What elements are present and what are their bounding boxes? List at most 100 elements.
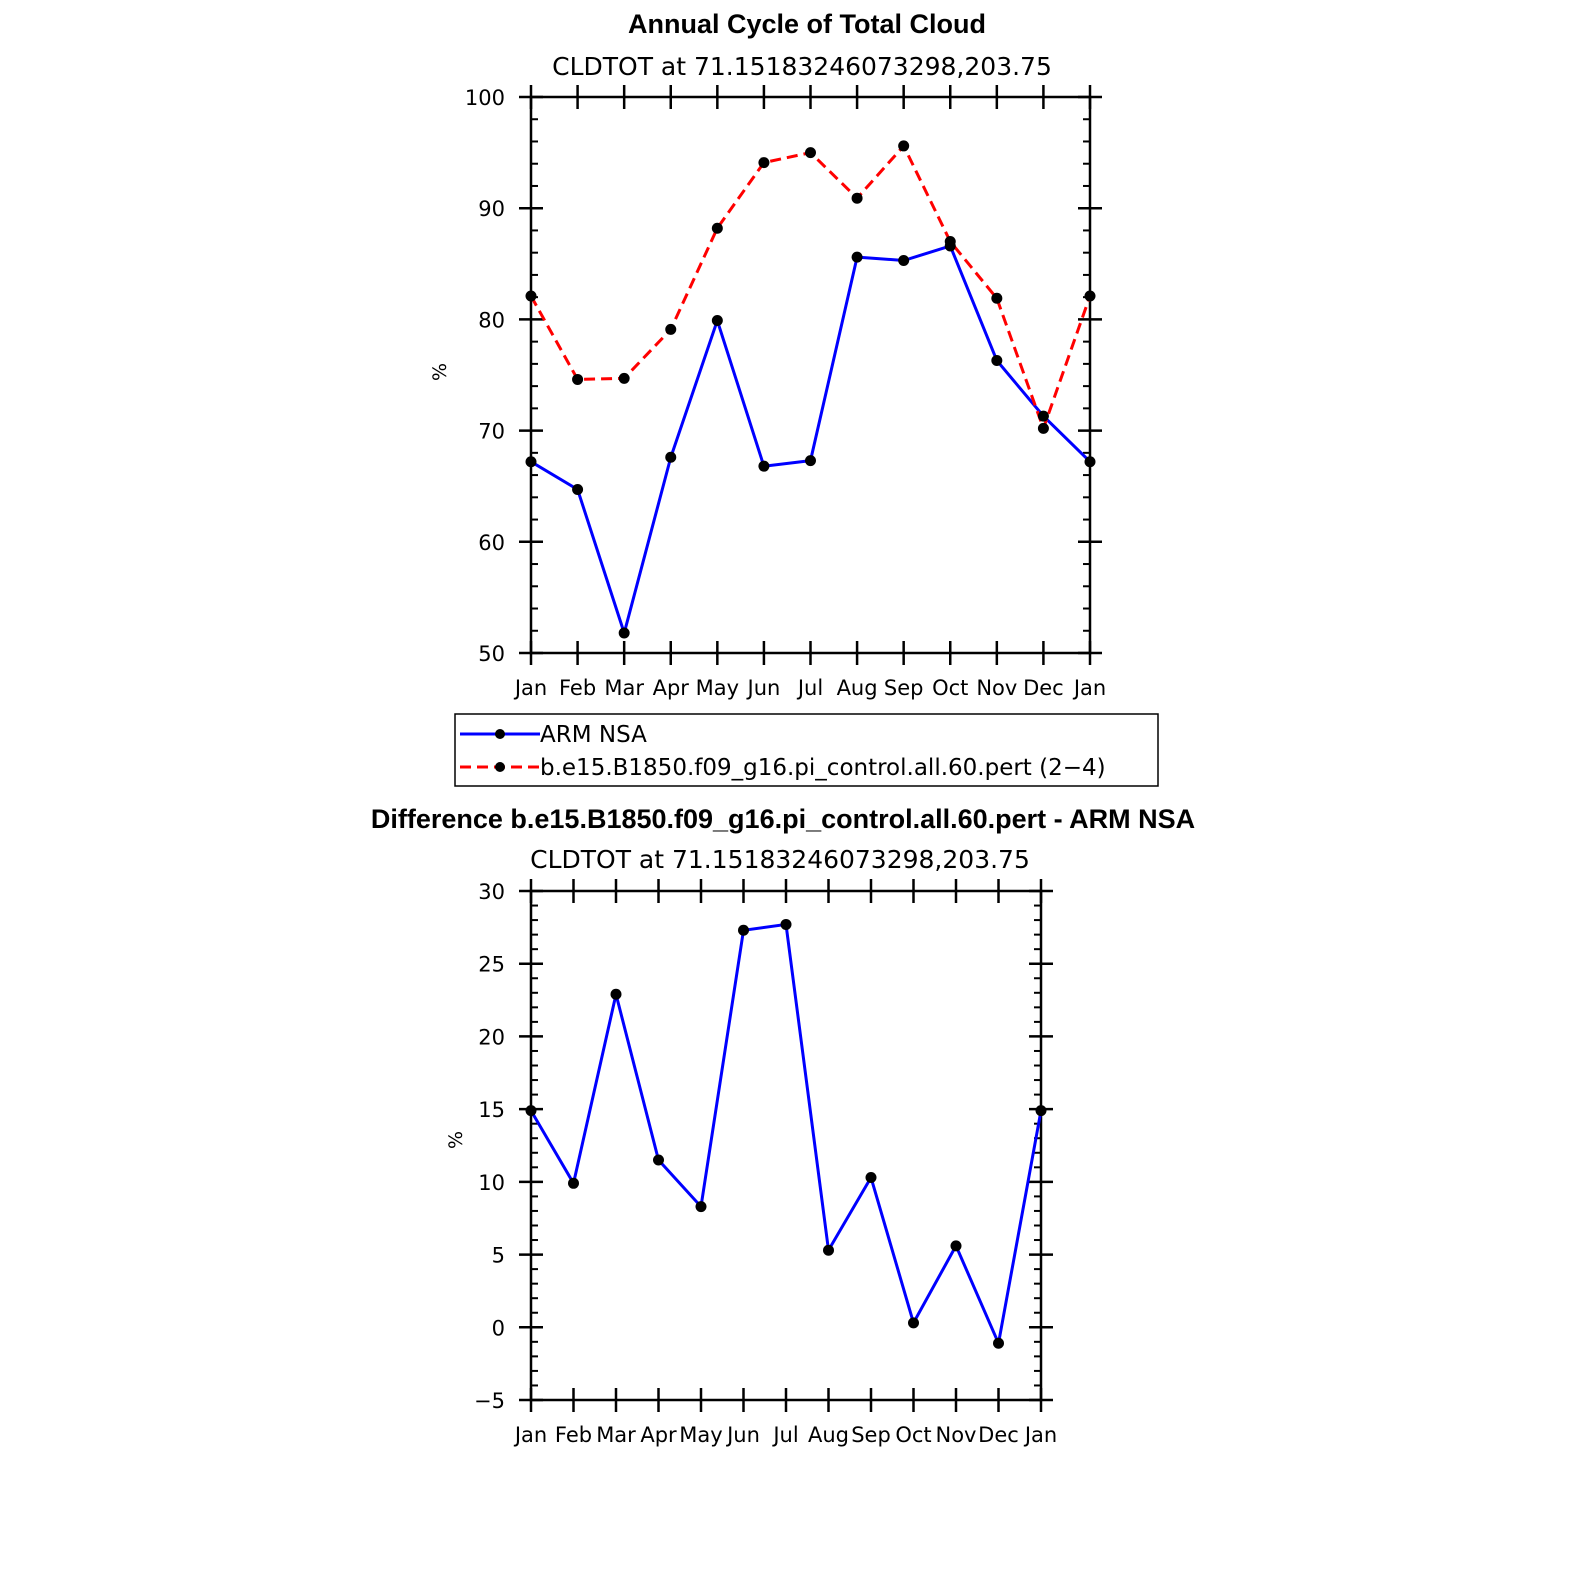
series-0-point bbox=[665, 451, 677, 463]
x-tick-label: Dec bbox=[1023, 676, 1064, 700]
x-tick-label: Jan bbox=[513, 676, 547, 700]
series-0-point bbox=[851, 251, 863, 263]
plot-frame bbox=[529, 95, 1092, 655]
x-tick-label: Nov bbox=[976, 676, 1017, 700]
series-0-point bbox=[1084, 456, 1096, 468]
series-0-point bbox=[1035, 1105, 1047, 1117]
x-tick-label: Mar bbox=[604, 676, 644, 700]
series-1-point bbox=[1084, 290, 1096, 302]
series-0-point bbox=[758, 460, 770, 472]
series-0-point bbox=[572, 484, 584, 496]
series-0-point bbox=[950, 1240, 962, 1252]
x-tick-label: Oct bbox=[932, 676, 968, 700]
y-tick-label: 5 bbox=[492, 1244, 505, 1268]
y-tick-label: 70 bbox=[478, 420, 505, 444]
chart-subtitle: CLDTOT at 71.15183246073298,203.75 bbox=[552, 52, 1052, 81]
series-line-1 bbox=[529, 143, 1092, 433]
series-0-point bbox=[711, 315, 723, 327]
x-tick-label: Jan bbox=[1072, 676, 1106, 700]
plot-frame bbox=[529, 889, 1043, 1402]
legend-label-arm-nsa: ARM NSA bbox=[540, 722, 647, 748]
x-tick-label: Apr bbox=[640, 1423, 677, 1447]
series-1-point bbox=[944, 236, 956, 248]
series-0-point bbox=[568, 1177, 579, 1189]
chart-title: Annual Cycle of Total Cloud bbox=[628, 9, 986, 39]
series-1-point bbox=[805, 147, 816, 159]
series-0-point bbox=[898, 254, 910, 266]
series-0-point bbox=[908, 1317, 919, 1329]
x-tick-label: May bbox=[696, 676, 739, 700]
chart-title: Difference b.e15.B1850.f09_g16.pi_contro… bbox=[371, 804, 1195, 834]
series-1-point bbox=[851, 192, 863, 204]
series-1-point bbox=[525, 290, 537, 302]
series-line-0 bbox=[529, 922, 1043, 1349]
legend-box bbox=[454, 713, 1159, 787]
x-tick-label: Jul bbox=[796, 676, 823, 700]
series-1-point bbox=[758, 157, 770, 169]
chart-difference: Difference b.e15.B1850.f09_g16.pi_contro… bbox=[371, 804, 1195, 1447]
series-0-point bbox=[695, 1201, 707, 1213]
legend-entry-model: b.e15.B1850.f09_g16.pi_control.all.60.pe… bbox=[460, 755, 1106, 781]
y-tick-label: 0 bbox=[492, 1316, 505, 1340]
y-tick-label: 30 bbox=[478, 880, 505, 904]
x-tick-label: Jan bbox=[513, 1423, 547, 1447]
legend-marker-model bbox=[495, 762, 505, 772]
legend: ARM NSA b.e15.B1850.f09_g16.pi_control.a… bbox=[454, 713, 1159, 787]
legend-label-model: b.e15.B1850.f09_g16.pi_control.all.60.pe… bbox=[540, 755, 1106, 781]
series-1-point bbox=[898, 140, 910, 152]
series-1-point bbox=[618, 372, 630, 384]
x-tick-label: Feb bbox=[555, 1423, 592, 1447]
series-0-point bbox=[780, 918, 792, 930]
x-tick-label: Aug bbox=[837, 676, 878, 700]
series-1-point bbox=[711, 222, 723, 234]
series-0-point bbox=[865, 1171, 877, 1183]
y-tick-label: 50 bbox=[478, 642, 505, 666]
x-tick-label: Jan bbox=[1023, 1423, 1057, 1447]
y-tick-label: 100 bbox=[465, 86, 505, 110]
x-tick-label: Dec bbox=[978, 1423, 1019, 1447]
x-tick-label: Jun bbox=[725, 1423, 760, 1447]
y-tick-label: −5 bbox=[474, 1389, 505, 1413]
chart-annual-cycle: Annual Cycle of Total Cloud CLDTOT at 71… bbox=[429, 9, 1159, 787]
series-0-point bbox=[610, 988, 622, 1000]
chart-subtitle: CLDTOT at 71.15183246073298,203.75 bbox=[530, 845, 1030, 874]
y-tick-label: 25 bbox=[478, 953, 505, 977]
y-tick-label: 15 bbox=[478, 1098, 505, 1122]
y-tick-label: 10 bbox=[478, 1171, 505, 1195]
x-tick-label: Mar bbox=[596, 1423, 636, 1447]
plot-area-bottom: −5 0 5 10 15 20 25 30 Jan Feb Mar Apr May Jun Jul Aug Se… bbox=[474, 879, 1057, 1447]
series-0-point bbox=[525, 456, 537, 468]
x-tick-label: Sep bbox=[884, 676, 924, 700]
series-0-point bbox=[823, 1244, 834, 1256]
series-0-point bbox=[805, 455, 816, 467]
series-1-point bbox=[1037, 422, 1049, 434]
x-tick-label: Aug bbox=[808, 1423, 849, 1447]
x-tick-label: May bbox=[679, 1423, 722, 1447]
y-axis-label: % bbox=[445, 1131, 467, 1149]
series-0-point bbox=[993, 1337, 1004, 1349]
x-tick-label: Feb bbox=[559, 676, 596, 700]
x-tick-label: Oct bbox=[895, 1423, 931, 1447]
x-tick-label: Apr bbox=[653, 676, 690, 700]
y-axis-label: % bbox=[429, 363, 451, 381]
plot-area-top: 50 60 70 80 90 100 Jan Feb Mar Apr May Jun Jul Aug Sep… bbox=[465, 85, 1106, 700]
x-tick-label: Sep bbox=[851, 1423, 891, 1447]
y-tick-label: 60 bbox=[478, 531, 505, 555]
series-0-point bbox=[738, 924, 749, 936]
series-1-point bbox=[991, 292, 1003, 304]
series-0-point bbox=[653, 1154, 664, 1166]
series-0-point bbox=[618, 627, 630, 639]
y-tick-label: 90 bbox=[478, 197, 505, 221]
legend-marker-arm-nsa bbox=[495, 729, 505, 739]
x-tick-label: Jul bbox=[771, 1423, 798, 1447]
series-1-point bbox=[572, 373, 584, 385]
series-line-0 bbox=[530, 244, 1092, 639]
y-tick-label: 80 bbox=[478, 308, 505, 332]
x-tick-label: Jun bbox=[746, 676, 781, 700]
y-tick-label: 20 bbox=[478, 1025, 505, 1049]
series-0-point bbox=[1037, 410, 1049, 422]
x-tick-label: Nov bbox=[936, 1423, 977, 1447]
series-1-point bbox=[665, 323, 677, 335]
legend-entry-arm-nsa: ARM NSA bbox=[460, 722, 647, 748]
